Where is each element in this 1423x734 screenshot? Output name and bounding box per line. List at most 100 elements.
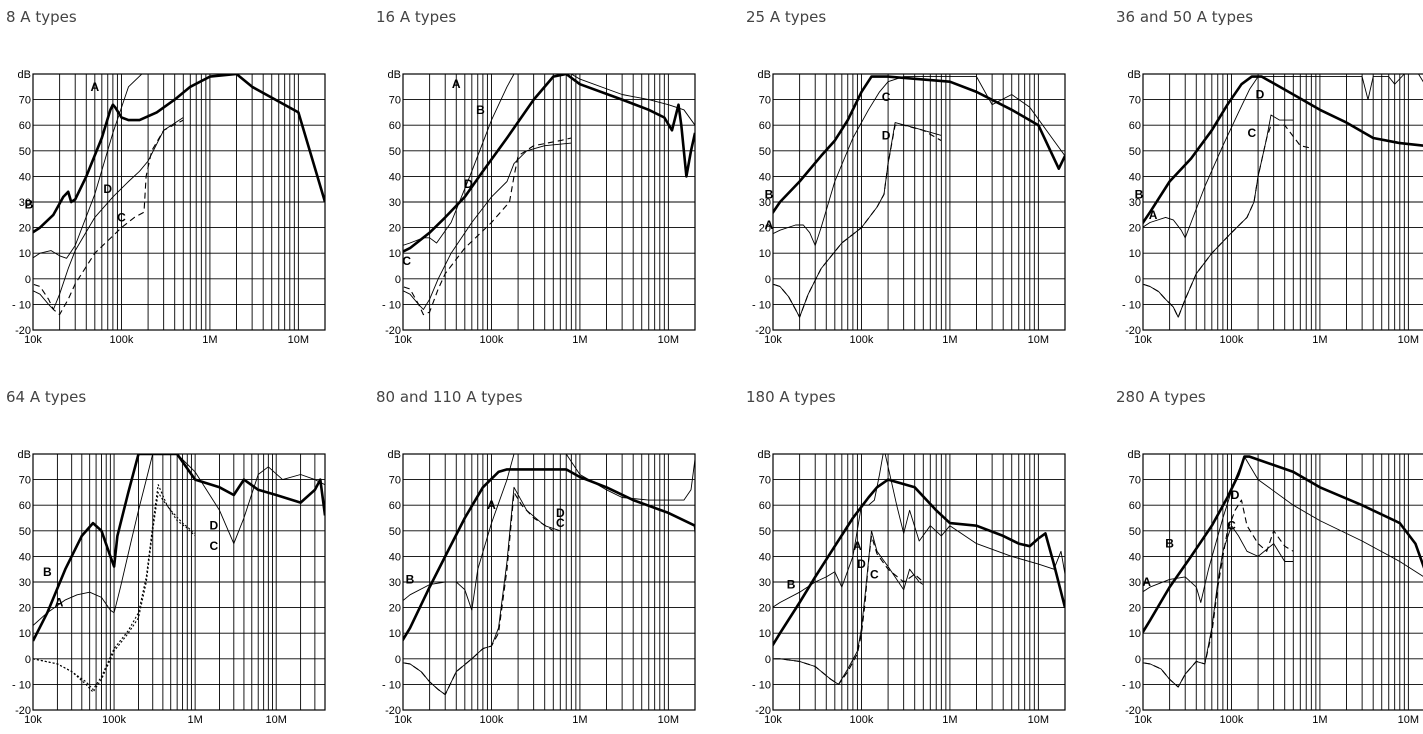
y-tick-label: - 10: [1122, 299, 1141, 311]
x-tick-label: 100k: [102, 714, 126, 726]
x-tick-label: 10M: [1398, 714, 1419, 726]
curve-label-b: B: [787, 578, 796, 592]
chart-panel: 16 A types dB 70 60 50 40 30 20 10 0- 10 -20 10k 100…: [376, 8, 716, 338]
x-tick-label: 1M: [1312, 334, 1327, 346]
y-tick-label: dB: [18, 449, 31, 461]
x-tick-label: 10k: [764, 334, 782, 346]
y-tick-label: 50: [19, 146, 31, 158]
curve-label-a: A: [452, 77, 461, 91]
curve-label-d: D: [1256, 87, 1265, 101]
curve-label-c: C: [1248, 126, 1257, 140]
x-tick-label: 100k: [850, 334, 874, 346]
y-tick-label: - 10: [12, 679, 31, 691]
y-tick-label: 10: [1129, 628, 1141, 640]
x-tick-label: 100k: [1220, 714, 1244, 726]
y-tick-label: 40: [389, 551, 401, 563]
y-tick-label: dB: [758, 449, 771, 461]
y-tick-label: 0: [395, 274, 401, 286]
y-tick-label: 10: [759, 628, 771, 640]
chart-svg: dB706050403020100- 10-2010k 100k 1M 10MABCD: [376, 8, 716, 353]
curve-label-d: D: [103, 182, 112, 196]
chart-grid-lines: [1143, 74, 1423, 330]
y-tick-label: - 10: [12, 299, 31, 311]
chart-panel: 80 and 110 A types dB 70 60 50 40 30 20 10 0- 10-…: [376, 388, 716, 718]
y-tick-label: - 10: [1122, 679, 1141, 691]
y-tick-label: 40: [1129, 171, 1141, 183]
curve-label-c: C: [882, 90, 891, 104]
y-tick-label: 20: [1129, 223, 1141, 235]
curve-label-a: A: [1149, 208, 1158, 222]
curve-label-a: A: [90, 80, 99, 94]
y-tick-label: dB: [758, 69, 771, 81]
x-tick-label: 10M: [1028, 714, 1049, 726]
series-line-d: [24, 118, 183, 310]
y-tick-label: 60: [19, 500, 31, 512]
y-tick-label: - 10: [382, 679, 401, 691]
curve-label-d: D: [857, 557, 866, 571]
y-tick-label: 0: [765, 654, 771, 666]
curve-label-b: B: [43, 565, 52, 579]
chart-svg: dB706050403020100- 10-2010k 100k 1M 10MABCD: [746, 388, 1086, 733]
y-tick-label: 0: [25, 654, 31, 666]
curve-label-a: A: [55, 595, 64, 609]
chart-grid-lines: [773, 74, 1065, 330]
x-tick-label: 10M: [658, 714, 679, 726]
x-tick-label: 100k: [850, 714, 874, 726]
curve-label-d: D: [882, 128, 891, 142]
curve-label-d: D: [1231, 488, 1240, 502]
y-tick-label: 0: [395, 654, 401, 666]
chart-panel: 36 and 50 A types dB 70 60 50 40 30 20 10 0- 10 -2…: [1116, 8, 1423, 338]
y-tick-label: 50: [759, 146, 771, 158]
y-tick-label: - 10: [382, 299, 401, 311]
y-tick-label: 70: [759, 95, 771, 107]
curve-label-b: B: [765, 187, 774, 201]
x-tick-label: 10k: [1134, 714, 1152, 726]
y-tick-label: 70: [389, 95, 401, 107]
curve-label-c: C: [117, 210, 126, 224]
y-tick-label: 30: [389, 197, 401, 209]
y-tick-label: 50: [389, 526, 401, 538]
x-tick-label: 100k: [480, 714, 504, 726]
y-tick-label: 50: [19, 526, 31, 538]
x-tick-label: 10M: [288, 334, 309, 346]
y-tick-label: 60: [1129, 500, 1141, 512]
chart-grid-lines: [33, 454, 325, 710]
x-tick-label: 10M: [658, 334, 679, 346]
y-tick-label: 30: [19, 577, 31, 589]
y-tick-label: 50: [759, 526, 771, 538]
series-line-a: [1134, 457, 1423, 603]
series-line-b: [33, 454, 325, 641]
x-tick-label: 1M: [942, 714, 957, 726]
x-tick-label: 10M: [1398, 334, 1419, 346]
chart-svg: dB706050403020100- 10-2010k 100k 1M 10MABCD: [376, 388, 716, 733]
y-tick-label: 10: [759, 248, 771, 260]
x-tick-label: 1M: [942, 334, 957, 346]
y-tick-label: dB: [388, 69, 401, 81]
chart-grid-lines: [1143, 454, 1423, 710]
chart-panel: 280 A types dB 70 60 50 40 30 20 10 0 - 10 -20 10k 10…: [1116, 388, 1423, 718]
y-tick-label: 10: [1129, 248, 1141, 260]
y-tick-label: 0: [765, 274, 771, 286]
y-tick-label: 30: [1129, 577, 1141, 589]
curve-label-b: B: [25, 198, 34, 212]
y-tick-label: 70: [759, 475, 771, 487]
series-line-d: [1134, 115, 1293, 317]
x-tick-label: 1M: [202, 334, 217, 346]
y-tick-label: 40: [759, 171, 771, 183]
y-tick-label: 40: [389, 171, 401, 183]
x-tick-label: 100k: [480, 334, 504, 346]
y-tick-label: 10: [389, 628, 401, 640]
y-tick-label: dB: [388, 449, 401, 461]
chart-panel: 8 A types dB 70 60 50 40 30 20 10 0- 10 -20 10k 100k…: [6, 8, 346, 338]
x-tick-label: 1M: [572, 334, 587, 346]
y-tick-label: 50: [1129, 526, 1141, 538]
curve-label-a: A: [487, 498, 496, 512]
x-tick-label: 10M: [1028, 334, 1049, 346]
y-tick-label: 0: [25, 274, 31, 286]
y-tick-label: 70: [1129, 475, 1141, 487]
y-tick-label: 10: [19, 248, 31, 260]
x-tick-label: 10k: [1134, 334, 1152, 346]
y-tick-label: 40: [1129, 551, 1141, 563]
